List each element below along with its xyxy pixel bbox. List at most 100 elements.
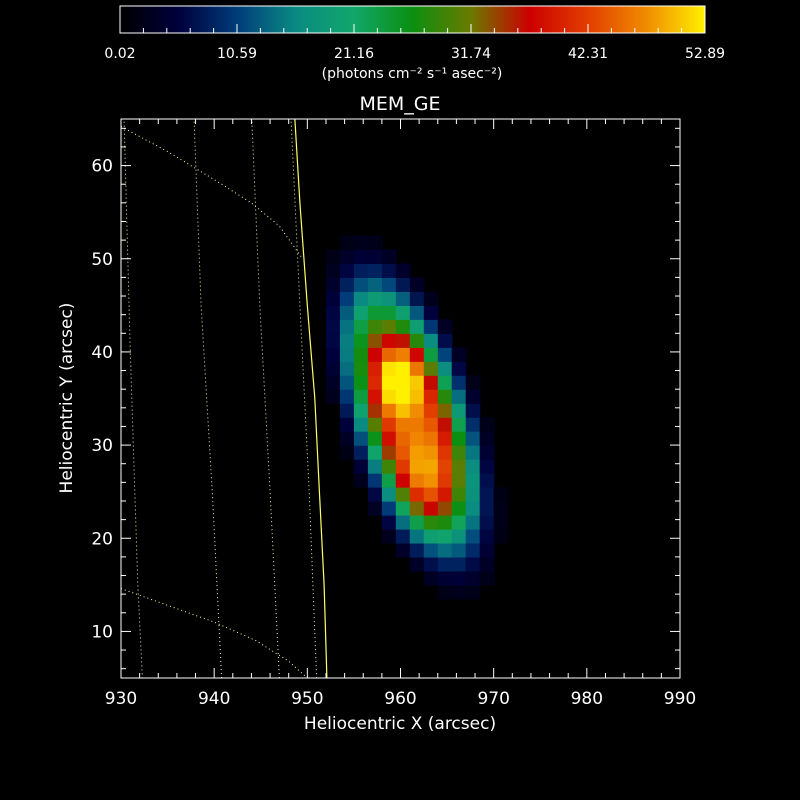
heatmap-cell xyxy=(409,333,425,348)
colorbar-gradient xyxy=(119,5,706,34)
heatmap-cell xyxy=(381,319,397,334)
heatmap-cell xyxy=(465,375,481,390)
heatmap-cell xyxy=(395,501,411,516)
heatmap-cell xyxy=(437,431,453,446)
heatmap-cell xyxy=(451,542,467,558)
heatmap-cell xyxy=(381,445,397,460)
heatmap-cell xyxy=(395,528,411,544)
heatmap-cell xyxy=(326,305,341,320)
heatmap-cell xyxy=(395,542,411,558)
heatmap-cell xyxy=(326,277,341,292)
heatmap-cell xyxy=(381,305,397,320)
heatmap-cell xyxy=(381,487,397,502)
heatmap-cell xyxy=(437,375,453,390)
y-tick-label: 50 xyxy=(91,250,113,270)
heatmap-cell xyxy=(353,473,369,488)
heatmap-cell xyxy=(423,361,439,376)
x-tick-label: 930 xyxy=(105,689,137,709)
heatmap-cell xyxy=(437,515,453,530)
heatmap-cell xyxy=(339,417,355,432)
heatmap-cell xyxy=(381,459,397,474)
heatmap-cell xyxy=(381,389,397,404)
heatmap-cell xyxy=(423,305,439,320)
heatmap-cell xyxy=(395,361,411,376)
heatmap-cell xyxy=(381,515,397,530)
heatmap-cell xyxy=(479,459,495,474)
heatmap-cell xyxy=(381,403,397,418)
heatmap-cell xyxy=(353,319,369,334)
heatmap-cell xyxy=(409,473,425,488)
heatmap-cells xyxy=(326,235,509,600)
heatmap-cell xyxy=(437,473,453,488)
y-tick-label: 40 xyxy=(91,343,113,363)
heatmap-cell xyxy=(367,375,383,390)
heatmap-cell xyxy=(451,389,467,404)
heatmap-cell xyxy=(409,277,425,292)
heatmap-cell xyxy=(423,347,439,362)
heatmap-cell xyxy=(451,403,467,418)
heatmap-cell xyxy=(367,333,383,348)
heatmap-cell xyxy=(465,501,481,516)
heatmap-cell xyxy=(423,459,439,474)
heatmap-cell xyxy=(326,375,341,390)
heatmap-cell xyxy=(437,389,453,404)
heatmap-cell xyxy=(437,556,453,572)
chart-title: MEM_GE xyxy=(359,93,440,115)
heatmap-cell xyxy=(367,305,383,320)
heatmap-cell xyxy=(353,291,369,306)
heatmap-cell xyxy=(381,249,397,264)
heatmap-cell xyxy=(479,487,495,502)
heatmap-cell xyxy=(367,249,383,264)
heatmap-cell xyxy=(353,403,369,418)
heatmap-cell xyxy=(395,445,411,460)
heatmap-cell xyxy=(465,473,481,488)
heatmap-cell xyxy=(465,528,481,544)
heatmap-cell xyxy=(479,417,495,432)
heatmap-cell xyxy=(367,235,383,251)
heatmap-cell xyxy=(465,445,481,460)
heatmap-cell xyxy=(423,389,439,404)
heatmap-cell xyxy=(437,417,453,432)
x-tick-labels: 930 940 950 960 970 980 990 xyxy=(105,689,696,709)
heatmap-cell xyxy=(437,319,453,334)
heatmap-cell xyxy=(451,501,467,516)
heatmap-cell xyxy=(493,487,509,502)
heatmap-cell xyxy=(367,403,383,418)
heatmap-cell xyxy=(493,515,509,530)
heatmap-cell xyxy=(353,277,369,292)
heatmap-cell xyxy=(339,431,355,446)
y-axis-label: Heliocentric Y (arcsec) xyxy=(57,303,77,494)
heatmap-cell xyxy=(339,403,355,418)
heatmap-cell xyxy=(367,501,383,516)
heatmap-cell xyxy=(479,570,495,586)
heatmap-cell xyxy=(367,277,383,292)
heatmap-cell xyxy=(367,319,383,334)
heatmap-cell xyxy=(409,417,425,432)
heatmap-cell xyxy=(353,417,369,432)
colorbar-tick-label: 42.31 xyxy=(568,46,608,62)
heatmap-cell xyxy=(479,528,495,544)
heatmap-cell xyxy=(423,445,439,460)
heatmap-cell xyxy=(437,584,453,600)
heatmap-cell xyxy=(381,347,397,362)
heatmap-cell xyxy=(395,459,411,474)
heatmap-cell xyxy=(465,515,481,530)
heatmap-cell xyxy=(451,375,467,390)
heatmap-cell xyxy=(479,431,495,446)
heatmap-cell xyxy=(437,361,453,376)
colorbar-ticks xyxy=(119,24,706,33)
heatmap-cell xyxy=(437,542,453,558)
latitude-line xyxy=(121,126,304,260)
heatmap-cell xyxy=(465,542,481,558)
colorbar-tick-label: 0.02 xyxy=(104,46,135,62)
heatmap-cell xyxy=(423,501,439,516)
x-tick-label: 970 xyxy=(477,689,509,709)
heatmap-cell xyxy=(479,515,495,530)
heatmap-cell xyxy=(367,473,383,488)
heatmap-cell xyxy=(367,291,383,306)
heatmap-cell xyxy=(465,556,481,572)
heatmap-cell xyxy=(395,277,411,292)
heatmap-cell xyxy=(353,249,369,264)
heatmap-cell xyxy=(339,445,355,460)
heatmap-cell xyxy=(381,501,397,516)
